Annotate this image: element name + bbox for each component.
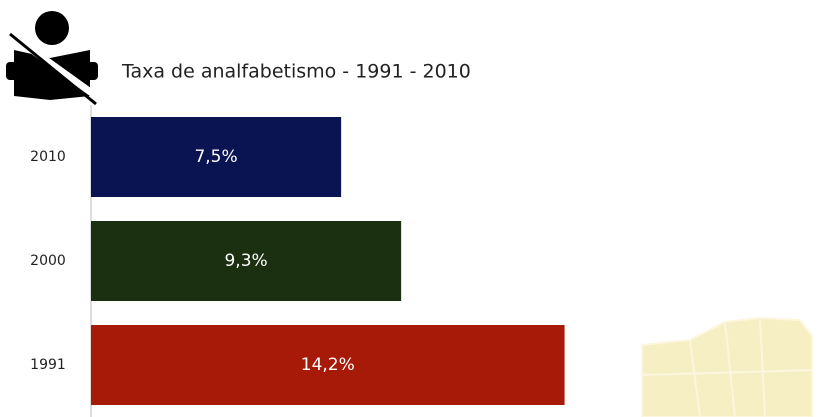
y-tick-label: 2000 bbox=[30, 253, 66, 269]
y-tick-label: 1991 bbox=[30, 357, 66, 373]
data-label: 7,5% bbox=[194, 147, 237, 167]
chart-title: Taxa de analfabetismo - 1991 - 2010 bbox=[121, 61, 471, 83]
bar bbox=[91, 325, 565, 405]
map-decoration bbox=[641, 316, 813, 417]
reader-icon bbox=[6, 11, 99, 106]
data-label: 14,2% bbox=[301, 355, 355, 375]
bar bbox=[91, 221, 402, 301]
bar bbox=[91, 117, 342, 197]
y-tick-label: 2010 bbox=[30, 149, 66, 165]
data-label: 9,3% bbox=[224, 251, 267, 271]
